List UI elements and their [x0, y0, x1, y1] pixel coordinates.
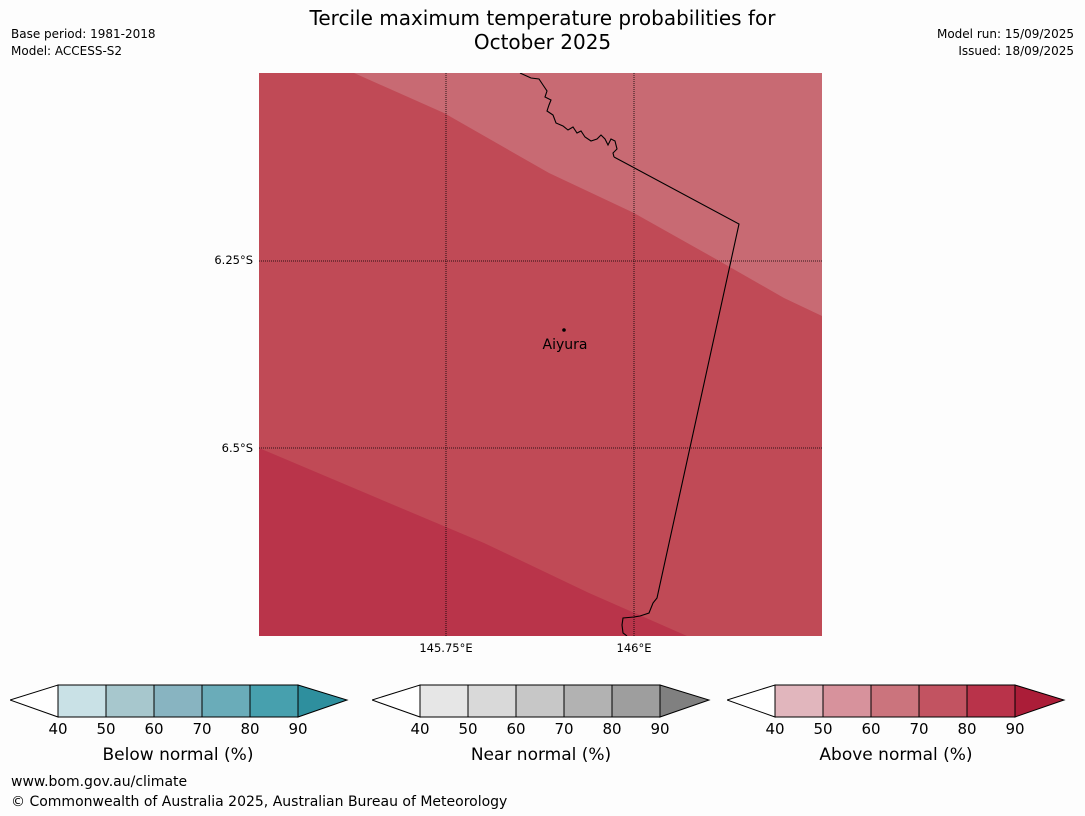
- colorbar-below-segment-60-70: [153, 684, 203, 718]
- lon-tick-146: 146°E: [616, 641, 652, 655]
- colorbar-below-segment-40-50: [57, 684, 107, 718]
- lon-tick-145-75: 145.75°E: [419, 641, 473, 655]
- colorbar-near-segment-50-60: [467, 684, 517, 718]
- near-normal-label: Near normal (%): [470, 745, 612, 765]
- below-tick-40: 40: [48, 720, 68, 738]
- colorbar-below-segment-70-80: [201, 684, 251, 718]
- near-tick-40: 40: [410, 720, 430, 738]
- metadata-left: Base period: 1981-2018 Model: ACCESS-S2: [11, 26, 156, 60]
- near-tick-50: 50: [458, 720, 478, 738]
- colorbar-above-segment-40-50: [774, 684, 824, 718]
- map-title: Tercile maximum temperature probabilitie…: [0, 6, 1085, 54]
- metadata-right: Model run: 15/09/2025 Issued: 18/09/2025: [937, 26, 1074, 60]
- colorbar-below-normal: [10, 684, 349, 718]
- colorbar-above-low-extension: [727, 684, 776, 718]
- aiyura-marker[interactable]: [562, 328, 566, 332]
- near-tick-80: 80: [602, 720, 622, 738]
- lat-tick-6-25: 6.25°S: [214, 253, 253, 267]
- country-border: [613, 156, 740, 636]
- colorbar-near-segment-60-70: [515, 684, 565, 718]
- colorbar-below-segment-50-60: [105, 684, 155, 718]
- title-line-2: October 2025: [473, 30, 612, 54]
- colorbar-near-segment-40-50: [419, 684, 469, 718]
- below-tick-50: 50: [96, 720, 116, 738]
- lat-tick-6-5: 6.5°S: [221, 441, 253, 455]
- colorbar-above-segment-50-60: [822, 684, 872, 718]
- coastline: [519, 73, 618, 158]
- aiyura-label: Aiyura: [542, 337, 588, 353]
- title-line-1: Tercile maximum temperature probabilitie…: [309, 6, 776, 30]
- above-normal-label: Above normal (%): [819, 745, 973, 765]
- below-tick-80: 80: [240, 720, 260, 738]
- colorbar-near-segment-70-80: [563, 684, 613, 718]
- below-tick-70: 70: [192, 720, 212, 738]
- colorbar-above-segment-80-90: [966, 684, 1016, 718]
- copyright-text: © Commonwealth of Australia 2025, Austra…: [11, 794, 508, 810]
- model-text: Model: ACCESS-S2: [11, 44, 123, 58]
- website-link[interactable]: www.bom.gov.au/climate: [11, 774, 188, 790]
- above-tick-60: 60: [861, 720, 881, 738]
- colorbar-near-normal: [372, 684, 711, 718]
- near-tick-90: 90: [650, 720, 670, 738]
- colorbar-above-segment-60-70: [870, 684, 920, 718]
- issued-text: Issued: 18/09/2025: [958, 44, 1074, 58]
- map-band-60-70: [354, 73, 822, 316]
- colorbar-near-low-extension: [372, 684, 421, 718]
- colorbar-below-high-extension: [297, 684, 349, 718]
- colorbar-below-segment-80-90: [249, 684, 299, 718]
- base-period-text: Base period: 1981-2018: [11, 27, 156, 41]
- above-tick-50: 50: [813, 720, 833, 738]
- probability-map[interactable]: [259, 73, 822, 636]
- above-tick-90: 90: [1005, 720, 1025, 738]
- below-tick-90: 90: [288, 720, 308, 738]
- colorbar-near-segment-80-90: [611, 684, 661, 718]
- colorbar-below-low-extension: [10, 684, 59, 718]
- colorbar-above-segment-70-80: [918, 684, 968, 718]
- near-tick-70: 70: [554, 720, 574, 738]
- colorbar-above-high-extension: [1014, 684, 1066, 718]
- near-tick-60: 60: [506, 720, 526, 738]
- above-tick-40: 40: [765, 720, 785, 738]
- colorbar-near-high-extension: [659, 684, 711, 718]
- above-tick-70: 70: [909, 720, 929, 738]
- above-tick-80: 80: [957, 720, 977, 738]
- model-run-text: Model run: 15/09/2025: [936, 27, 1074, 41]
- map-band-80-90: [259, 448, 687, 636]
- below-tick-60: 60: [144, 720, 164, 738]
- colorbar-above-normal: [727, 684, 1066, 718]
- below-normal-label: Below normal (%): [102, 745, 254, 765]
